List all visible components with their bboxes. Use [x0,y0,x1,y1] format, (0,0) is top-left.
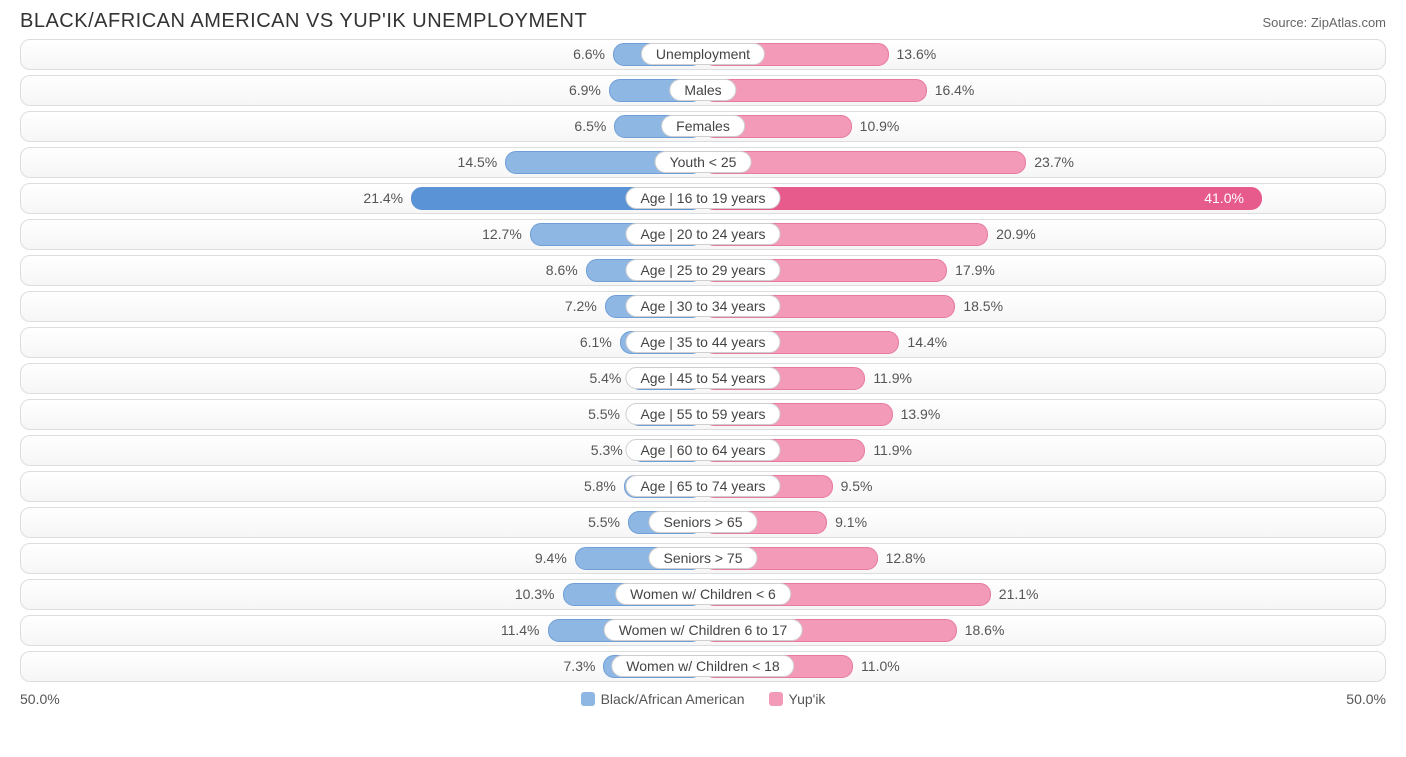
value-right: 13.6% [897,46,937,62]
value-right: 20.9% [996,226,1036,242]
value-left: 6.1% [580,334,612,350]
row-label: Women w/ Children 6 to 17 [604,619,803,641]
value-right: 11.0% [861,658,900,674]
value-right: 10.9% [860,118,900,134]
legend-item-left: Black/African American [581,691,745,707]
row-label: Males [669,79,736,101]
value-left: 10.3% [515,586,555,602]
value-right: 18.6% [965,622,1005,638]
value-right: 9.1% [835,514,867,530]
legend-item-right: Yup'ik [769,691,826,707]
value-left: 9.4% [535,550,567,566]
row-label: Age | 20 to 24 years [625,223,780,245]
value-left: 14.5% [458,154,498,170]
chart-row: 5.5% 9.1% Seniors > 65 [20,507,1386,538]
value-left: 5.5% [588,514,620,530]
row-label: Youth < 25 [655,151,752,173]
chart-row: 5.4% 11.9% Age | 45 to 54 years [20,363,1386,394]
chart-row: 5.5% 13.9% Age | 55 to 59 years [20,399,1386,430]
chart-source: Source: ZipAtlas.com [1262,15,1386,30]
row-label: Unemployment [641,43,765,65]
chart-row: 21.4% 41.0% Age | 16 to 19 years [20,183,1386,214]
chart-row: 6.5% 10.9% Females [20,111,1386,142]
row-label: Age | 25 to 29 years [625,259,780,281]
bar-right [703,151,1026,174]
chart-row: 6.9% 16.4% Males [20,75,1386,106]
row-label: Age | 35 to 44 years [625,331,780,353]
row-label: Seniors > 75 [649,547,758,569]
chart-title: BLACK/AFRICAN AMERICAN VS YUP'IK UNEMPLO… [20,10,587,33]
value-right: 9.5% [841,478,873,494]
row-label: Women w/ Children < 18 [611,655,794,677]
row-label: Age | 60 to 64 years [625,439,780,461]
bar-right [703,79,927,102]
value-left: 12.7% [482,226,522,242]
value-left: 5.3% [591,442,623,458]
row-label: Age | 30 to 34 years [625,295,780,317]
value-right: 16.4% [935,82,975,98]
value-right: 23.7% [1034,154,1074,170]
value-right: 12.8% [886,550,926,566]
row-label: Age | 45 to 54 years [625,367,780,389]
value-left: 5.4% [589,370,621,386]
chart-row: 7.3% 11.0% Women w/ Children < 18 [20,651,1386,682]
bar-right [703,187,1262,210]
value-left: 21.4% [363,190,403,206]
value-right: 11.9% [873,442,912,458]
value-right: 13.9% [901,406,941,422]
row-label: Women w/ Children < 6 [615,583,791,605]
chart-row: 9.4% 12.8% Seniors > 75 [20,543,1386,574]
value-left: 5.5% [588,406,620,422]
row-label: Age | 55 to 59 years [625,403,780,425]
value-right: 17.9% [955,262,995,278]
value-left: 6.9% [569,82,601,98]
chart-row: 12.7% 20.9% Age | 20 to 24 years [20,219,1386,250]
chart-row: 5.8% 9.5% Age | 65 to 74 years [20,471,1386,502]
value-right: 18.5% [963,298,1003,314]
value-right: 11.9% [873,370,912,386]
diverging-bar-chart: 6.6% 13.6% Unemployment 6.9% 16.4% Males 6.5% 1… [0,39,1406,682]
value-left: 7.2% [565,298,597,314]
legend-label-right: Yup'ik [789,691,826,707]
value-right: 41.0% [1204,190,1244,206]
row-label: Females [661,115,745,137]
legend-swatch-right [769,692,783,706]
value-right: 14.4% [907,334,947,350]
chart-row: 14.5% 23.7% Youth < 25 [20,147,1386,178]
chart-row: 10.3% 21.1% Women w/ Children < 6 [20,579,1386,610]
chart-row: 7.2% 18.5% Age | 30 to 34 years [20,291,1386,322]
row-label: Age | 16 to 19 years [625,187,780,209]
legend-label-left: Black/African American [601,691,745,707]
chart-row: 6.1% 14.4% Age | 35 to 44 years [20,327,1386,358]
chart-row: 5.3% 11.9% Age | 60 to 64 years [20,435,1386,466]
value-right: 21.1% [999,586,1039,602]
value-left: 7.3% [564,658,596,674]
value-left: 5.8% [584,478,616,494]
axis-max-left: 50.0% [20,691,60,707]
value-left: 8.6% [546,262,578,278]
chart-row: 6.6% 13.6% Unemployment [20,39,1386,70]
row-label: Seniors > 65 [649,511,758,533]
chart-row: 11.4% 18.6% Women w/ Children 6 to 17 [20,615,1386,646]
chart-footer: 50.0% Black/African American Yup'ik 50.0… [0,687,1406,707]
value-left: 6.5% [574,118,606,134]
value-left: 6.6% [573,46,605,62]
legend: Black/African American Yup'ik [581,691,826,707]
value-left: 11.4% [501,622,540,638]
axis-max-right: 50.0% [1346,691,1386,707]
row-label: Age | 65 to 74 years [625,475,780,497]
chart-header: BLACK/AFRICAN AMERICAN VS YUP'IK UNEMPLO… [0,0,1406,39]
chart-row: 8.6% 17.9% Age | 25 to 29 years [20,255,1386,286]
legend-swatch-left [581,692,595,706]
